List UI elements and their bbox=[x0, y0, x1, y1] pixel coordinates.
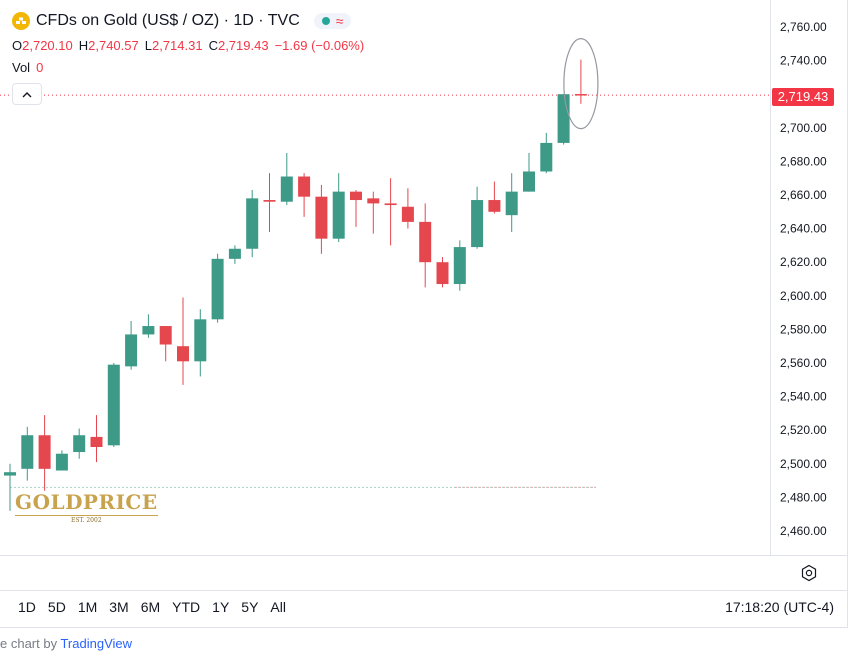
y-tick-label: 2,600.00 bbox=[780, 289, 827, 303]
attribution-prefix: e chart by bbox=[0, 636, 61, 651]
price-scale-divider bbox=[770, 0, 771, 555]
gold-bars-icon bbox=[16, 17, 26, 24]
range-button-1y[interactable]: 1Y bbox=[212, 599, 230, 615]
collapse-legend-button[interactable] bbox=[12, 83, 42, 105]
chevron-up-icon bbox=[22, 91, 32, 97]
candle-down bbox=[401, 206, 414, 222]
time-scale-divider bbox=[0, 555, 848, 556]
y-tick-label: 2,620.00 bbox=[780, 255, 827, 269]
wave-icon: ≈ bbox=[335, 13, 344, 29]
range-button-1d[interactable]: 1D bbox=[18, 599, 36, 615]
candle-up bbox=[471, 200, 484, 248]
candle-up bbox=[557, 94, 570, 143]
candle-down bbox=[263, 200, 276, 202]
tradingview-link[interactable]: TradingView bbox=[60, 636, 133, 651]
y-tick-label: 2,500.00 bbox=[780, 457, 827, 471]
candle-down bbox=[488, 200, 501, 212]
candle-up bbox=[453, 247, 466, 285]
close-value: 2,719.43 bbox=[217, 38, 269, 53]
range-button-3m[interactable]: 3M bbox=[109, 599, 129, 615]
candle-down bbox=[90, 436, 103, 447]
candle-up bbox=[505, 191, 518, 216]
ohlc-legend: O2,720.10 H2,740.57 L2,714.31 C2,719.43 … bbox=[12, 38, 364, 53]
y-tick-label: 2,700.00 bbox=[780, 121, 827, 135]
range-button-1m[interactable]: 1M bbox=[77, 599, 98, 615]
symbol-title[interactable]: CFDs on Gold (US$ / OZ) · 1D · TVC bbox=[36, 12, 300, 29]
candle-up bbox=[73, 435, 86, 453]
chart-settings-icon[interactable] bbox=[800, 564, 818, 582]
candle-down bbox=[38, 435, 51, 469]
candle-down bbox=[384, 203, 397, 206]
candle-up bbox=[21, 435, 34, 469]
candle-down bbox=[350, 191, 362, 201]
low-label: L bbox=[144, 38, 152, 53]
range-button-5y[interactable]: 5Y bbox=[241, 599, 259, 615]
low-value: 2,714.31 bbox=[151, 38, 203, 53]
market-status-pill[interactable]: ≈ bbox=[313, 13, 352, 29]
y-tick-label: 2,480.00 bbox=[780, 490, 827, 504]
candle-up bbox=[211, 258, 224, 320]
y-tick-label: 2,520.00 bbox=[780, 423, 827, 437]
candle-up bbox=[125, 334, 138, 367]
range-bar-divider bbox=[0, 590, 848, 591]
attribution-footer: e chart by TradingView bbox=[0, 636, 132, 651]
volume-value: 0 bbox=[36, 60, 44, 75]
open-value: 2,720.10 bbox=[22, 38, 73, 53]
candle-down bbox=[298, 176, 311, 197]
watermark-rule bbox=[15, 515, 158, 516]
range-button-6m[interactable]: 6M bbox=[140, 599, 161, 615]
volume-label: Vol bbox=[12, 60, 31, 75]
time-range-bar: 1D 5D 1M 3M 6M YTD 1Y 5Y All bbox=[18, 599, 298, 615]
candle-down bbox=[367, 198, 380, 204]
volume-legend: Vol 0 bbox=[12, 60, 43, 75]
y-tick-label: 2,760.00 bbox=[780, 20, 827, 34]
y-tick-label: 2,640.00 bbox=[780, 222, 827, 236]
candle-down bbox=[574, 94, 587, 96]
close-label: C bbox=[208, 38, 218, 53]
candle-down bbox=[419, 221, 432, 263]
candle-down bbox=[177, 346, 189, 362]
y-tick-label: 2,540.00 bbox=[780, 390, 827, 404]
clock-timezone[interactable]: 17:18:20 (UTC-4) bbox=[725, 599, 834, 615]
y-tick-label: 2,680.00 bbox=[780, 154, 827, 168]
candle-up bbox=[523, 171, 535, 192]
range-button-5d[interactable]: 5D bbox=[47, 599, 66, 615]
candle-up bbox=[55, 453, 68, 471]
last-price-label: 2,719.43 bbox=[772, 88, 834, 106]
range-button-ytd[interactable]: YTD bbox=[172, 599, 201, 615]
y-tick-label: 2,560.00 bbox=[780, 356, 827, 370]
market-open-dot-icon bbox=[321, 17, 330, 25]
range-button-all[interactable]: All bbox=[270, 599, 286, 615]
high-label: H bbox=[78, 38, 89, 53]
candle-up bbox=[142, 326, 155, 335]
candle-up bbox=[246, 198, 259, 249]
symbol-logo-icon bbox=[12, 12, 30, 30]
watermark-est: EST. 2002 bbox=[70, 517, 102, 524]
goldprice-watermark: GOLDPRICE EST. 2002 bbox=[15, 490, 158, 524]
candle-down bbox=[315, 196, 328, 239]
chart-header: CFDs on Gold (US$ / OZ) · 1D · TVC ≈ bbox=[12, 12, 352, 30]
candle-up bbox=[228, 248, 241, 259]
candle-down bbox=[159, 326, 172, 345]
y-tick-label: 2,660.00 bbox=[780, 188, 827, 202]
candle-up bbox=[332, 191, 345, 239]
candle-up bbox=[107, 364, 120, 446]
change-value: −1.69 (−0.06%) bbox=[274, 38, 365, 53]
high-value: 2,740.57 bbox=[88, 38, 139, 53]
candle-up bbox=[540, 142, 553, 172]
candle-up bbox=[4, 472, 16, 476]
highlight-ellipse bbox=[563, 38, 599, 130]
open-label: O bbox=[12, 38, 23, 53]
y-tick-label: 2,580.00 bbox=[780, 322, 827, 336]
candle-up bbox=[280, 176, 293, 202]
candle-down bbox=[436, 262, 449, 285]
chart-frame bbox=[0, 0, 848, 628]
watermark-logo-text: GOLDPRICE bbox=[15, 490, 158, 514]
price-chart[interactable]: 2,460.00 2,480.00 2,500.00 2,520.00 2,540.00… bbox=[0, 0, 850, 560]
y-tick-label: 2,740.00 bbox=[780, 54, 827, 68]
candle-up bbox=[194, 319, 207, 362]
y-tick-label: 2,460.00 bbox=[780, 524, 827, 538]
